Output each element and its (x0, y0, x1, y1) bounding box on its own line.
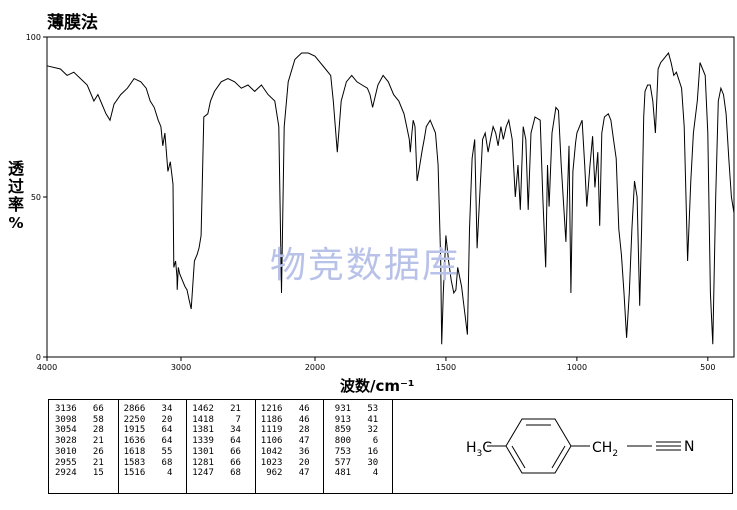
y-axis-char: % (8, 214, 24, 232)
peak-row: 1023 20 (260, 457, 310, 468)
peak-row: 1915 64 (123, 425, 173, 436)
peak-row: 800 6 (329, 436, 379, 447)
column-divider (186, 400, 188, 493)
peak-row: 1119 28 (260, 425, 310, 436)
x-tick-label: 4000 (37, 363, 57, 372)
peak-row: 3136 66 (55, 404, 104, 414)
peak-row: 1583 68 (123, 457, 173, 468)
peak-row: 481 4 (329, 468, 379, 479)
peak-row: 2924 15 (55, 468, 104, 479)
y-axis-char: 透 (7, 159, 24, 178)
peak-row: 2866 34 (123, 404, 173, 414)
ring-double-bond (551, 445, 566, 469)
spectrum-line (46, 51, 735, 345)
y-tick-label: 100 (26, 33, 41, 42)
y-tick-label: 50 (31, 193, 41, 202)
x-tick-label: 1000 (567, 363, 587, 372)
peak-row: 577 30 (329, 457, 379, 468)
column-divider (117, 400, 119, 493)
x-tick-label: 1500 (436, 363, 456, 372)
peak-row: 1618 55 (123, 446, 173, 457)
plot-frame (46, 36, 735, 358)
peak-row: 1301 66 (192, 446, 241, 457)
peak-table-box: 3136 66 3098 58 3054 28 3028 21 3010 26 2955 … (48, 399, 733, 494)
peak-row: 3010 26 (55, 446, 104, 457)
y-axis-char: 率 (7, 195, 24, 214)
peak-row: 913 41 (329, 414, 379, 425)
peak-row: 1516 4 (123, 468, 173, 479)
peak-row: 2250 20 (123, 414, 173, 425)
peak-row: 1462 21 (192, 404, 241, 414)
methyl-label: H3C (466, 440, 492, 459)
peak-column: 931 53 913 41 859 32 800 6 753 16 577 30… (329, 404, 397, 479)
peak-row: 1186 46 (260, 414, 310, 425)
peak-column: 2866 34 2250 20 1915 64 1636 64 1618 55 1583 … (124, 404, 192, 479)
watermark: 物竞数据库 (270, 245, 461, 286)
peak-row: 1106 47 (260, 436, 310, 447)
x-axis-label: 波数/cm⁻¹ (340, 377, 415, 395)
peak-column: 1462 21 1418 7 1381 34 1339 64 1301 66 1281 6… (192, 404, 260, 479)
methylene-label: CH2 (592, 440, 618, 459)
peak-row: 859 32 (329, 425, 379, 436)
y-tick-label: 0 (36, 353, 41, 362)
peak-row: 3098 58 (55, 414, 104, 425)
structure-diagram: H3C CH2 N (466, 418, 694, 474)
peak-row: 3028 21 (55, 436, 104, 447)
peak-row: 1339 64 (192, 436, 241, 447)
peak-column: 3136 66 3098 58 3054 28 3028 21 3010 26 2955 … (55, 404, 123, 479)
peak-row: 3054 28 (55, 425, 104, 436)
peak-row: 962 47 (260, 468, 310, 479)
y-axis-char: 过 (7, 177, 24, 196)
peak-row: 1216 46 (260, 404, 310, 414)
column-divider (323, 400, 325, 493)
peak-row: 753 16 (329, 446, 379, 457)
column-divider (254, 400, 256, 493)
peak-column: 1216 46 1186 46 1119 28 1106 47 1042 36 1023 … (261, 404, 329, 479)
peak-row: 1281 66 (192, 457, 241, 468)
peak-row: 1418 7 (192, 414, 241, 425)
table-divider (392, 400, 393, 493)
x-tick-label: 3000 (171, 363, 191, 372)
x-tick-label: 2000 (305, 363, 325, 372)
nitrogen-label: N (684, 439, 694, 455)
peak-table: 3136 66 3098 58 3054 28 3028 21 3010 26 2955 … (49, 400, 393, 493)
peak-row: 931 53 (329, 404, 379, 414)
peak-row: 1636 64 (123, 436, 173, 447)
peak-row: 2955 21 (55, 457, 104, 468)
page-title: 薄膜法 (47, 13, 98, 33)
peak-row: 1247 68 (192, 468, 241, 479)
x-tick-label: 500 (700, 363, 715, 372)
peak-row: 1381 34 (192, 425, 241, 436)
y-axis-label: 透 过 率 % (2, 159, 30, 233)
ring-double-bond (511, 445, 526, 469)
peak-row: 1042 36 (260, 446, 310, 457)
benzene-ring (505, 418, 572, 474)
